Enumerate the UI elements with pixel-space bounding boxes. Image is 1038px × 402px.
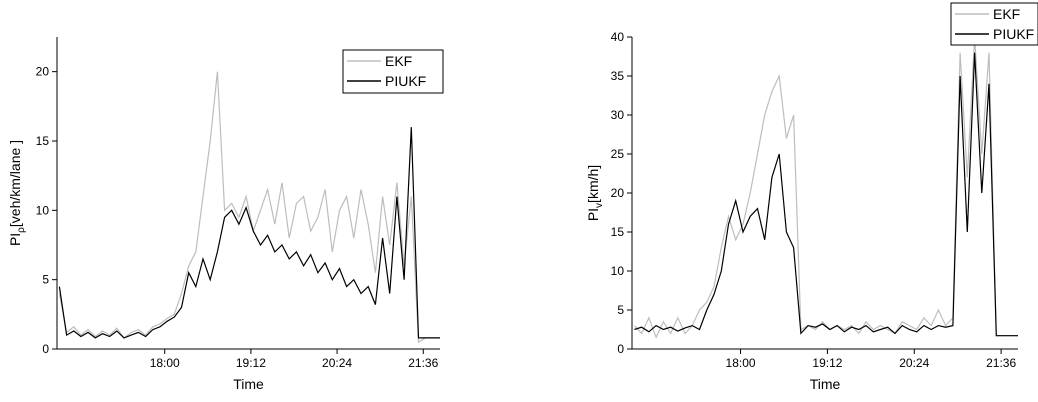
y-tick-label: 20 [611,186,625,200]
x-tick-label: 18:00 [150,356,180,370]
y-axis-label: PIv[km/h] [585,165,605,221]
series-line [58,127,440,339]
x-tick-label: 21:36 [986,356,1016,370]
y-tick-label: 20 [36,65,50,79]
legend-box [950,2,1038,46]
y-tick-label: 35 [611,69,625,83]
series-line [58,71,440,344]
y-label-sub: v [594,203,605,208]
y-tick-label: 10 [611,264,625,278]
y-tick-label: 25 [611,147,625,161]
y-label-main: PI [7,233,23,246]
legend-box [342,49,444,94]
x-tick-label: 18:00 [726,356,756,370]
legend-label: EKF [385,53,412,69]
x-tick-label: 20:24 [322,356,352,370]
legend-label: PIUKF [385,73,426,89]
x-axis-label: Time [810,376,841,392]
x-tick-label: 21:36 [408,356,438,370]
y-tick-label: 30 [611,108,625,122]
y-tick-label: 5 [617,303,624,317]
y-tick-label: 5 [42,273,49,287]
y-tick-label: 40 [611,30,625,44]
legend-label: PIUKF [993,26,1034,42]
x-tick-label: 19:12 [236,356,266,370]
x-tick-label: 19:12 [812,356,842,370]
y-tick-label: 0 [617,342,624,356]
y-label-unit: [km/h] [585,165,601,203]
y-tick-label: 0 [42,342,49,356]
y-tick-label: 10 [36,203,50,217]
y-axis-label: PIρ[veh/km/lane ] [7,140,27,246]
x-tick-label: 20:24 [899,356,929,370]
legend-label: EKF [993,6,1020,22]
y-label-sub: ρ [16,227,27,233]
y-tick-label: 15 [611,225,625,239]
y-tick-label: 15 [36,134,50,148]
x-axis-label: Time [233,376,264,392]
y-label-main: PI [585,208,601,221]
y-label-unit: [veh/km/lane ] [7,140,23,227]
series-line [634,52,1018,337]
